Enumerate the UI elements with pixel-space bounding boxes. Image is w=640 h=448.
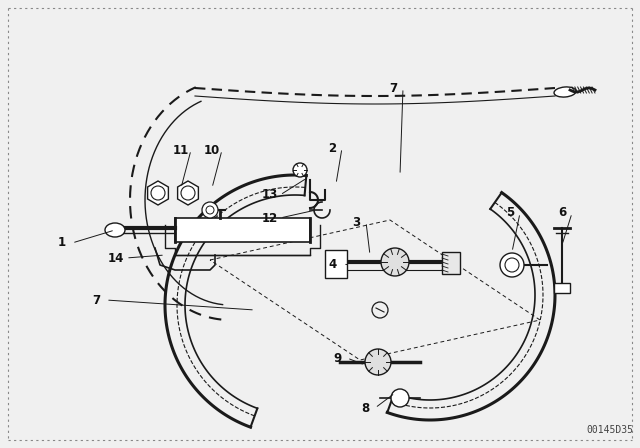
Circle shape xyxy=(391,389,409,407)
Circle shape xyxy=(500,253,524,277)
Ellipse shape xyxy=(554,87,576,97)
Circle shape xyxy=(365,349,391,375)
Text: 2: 2 xyxy=(328,142,336,155)
Text: 10: 10 xyxy=(204,143,220,156)
Text: 12: 12 xyxy=(262,211,278,224)
Text: 1: 1 xyxy=(58,237,66,250)
Text: 11: 11 xyxy=(173,143,189,156)
Text: 5: 5 xyxy=(506,207,514,220)
Text: 6: 6 xyxy=(558,207,566,220)
Text: 00145D35: 00145D35 xyxy=(586,425,634,435)
Bar xyxy=(554,283,570,293)
Text: 13: 13 xyxy=(262,189,278,202)
Circle shape xyxy=(202,202,218,218)
Ellipse shape xyxy=(105,223,125,237)
Text: 7: 7 xyxy=(389,82,397,95)
Text: 14: 14 xyxy=(108,251,124,264)
Text: 9: 9 xyxy=(333,352,341,365)
Text: 8: 8 xyxy=(361,401,369,414)
Circle shape xyxy=(293,163,307,177)
Bar xyxy=(325,250,347,278)
Circle shape xyxy=(381,248,409,276)
Text: 7: 7 xyxy=(92,293,100,306)
Text: 3: 3 xyxy=(352,215,360,228)
Bar xyxy=(442,252,460,274)
Text: 4: 4 xyxy=(329,258,337,271)
Bar xyxy=(175,218,310,242)
